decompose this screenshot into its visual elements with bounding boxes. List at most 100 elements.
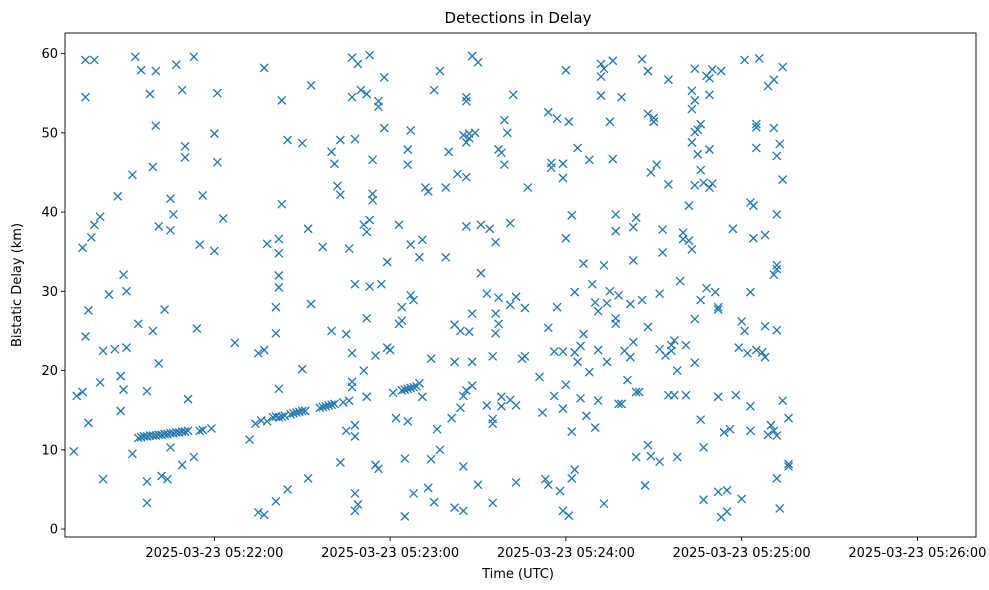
data-point <box>772 264 782 274</box>
data-point <box>751 119 761 129</box>
data-point <box>362 392 372 402</box>
data-point <box>540 474 550 484</box>
data-point <box>655 289 665 299</box>
data-point <box>180 152 190 162</box>
data-point <box>628 337 638 347</box>
data-point <box>341 329 351 339</box>
data-point <box>696 415 706 425</box>
data-point <box>605 286 615 296</box>
data-point <box>520 303 530 313</box>
data-point <box>643 322 653 332</box>
data-point <box>171 60 181 70</box>
data-point <box>271 496 281 506</box>
data-point <box>696 119 706 129</box>
data-point <box>368 195 378 205</box>
data-point <box>212 88 222 98</box>
data-point <box>95 378 105 387</box>
data-point <box>368 155 378 165</box>
data-point <box>69 446 79 456</box>
data-point <box>95 212 105 222</box>
data-point <box>341 426 351 436</box>
plot-background <box>65 33 976 537</box>
data-point <box>453 169 462 179</box>
data-point <box>177 460 187 470</box>
data-point <box>611 319 621 329</box>
data-point <box>350 134 360 144</box>
data-point <box>209 129 219 139</box>
data-point <box>122 343 131 353</box>
data-point <box>441 183 451 192</box>
data-point <box>327 400 337 410</box>
data-point <box>420 183 430 192</box>
data-point <box>163 474 172 484</box>
data-point <box>198 190 208 200</box>
data-point <box>259 345 269 355</box>
data-point <box>365 50 375 60</box>
data-point <box>748 233 758 243</box>
data-point <box>353 500 363 509</box>
data-point <box>274 412 284 422</box>
data-point <box>277 95 287 105</box>
data-point <box>362 227 372 237</box>
data-point <box>371 460 380 470</box>
data-point <box>596 72 606 82</box>
data-point <box>327 147 337 157</box>
data-point <box>461 92 471 102</box>
data-point <box>684 201 694 211</box>
data-point <box>681 340 691 350</box>
data-point <box>119 385 129 395</box>
data-point <box>649 113 659 123</box>
data-point <box>740 55 750 65</box>
data-point <box>538 408 547 418</box>
data-point <box>485 224 495 234</box>
data-point <box>731 390 741 400</box>
data-point <box>165 442 175 452</box>
data-point <box>584 155 594 165</box>
data-point <box>400 511 410 521</box>
data-point <box>142 477 152 486</box>
data-point <box>379 72 389 82</box>
data-point <box>344 244 354 254</box>
data-point <box>558 506 568 516</box>
data-point <box>209 246 219 256</box>
data-point <box>388 388 398 398</box>
data-point <box>89 55 99 65</box>
data-point <box>350 506 360 516</box>
data-point <box>253 348 263 358</box>
data-point <box>347 348 357 358</box>
data-point <box>687 86 697 96</box>
data-point <box>520 351 530 361</box>
data-point <box>482 289 492 299</box>
data-point <box>350 431 360 441</box>
data-point <box>400 454 410 464</box>
data-point <box>491 237 501 247</box>
data-point <box>467 381 477 391</box>
data-point <box>435 445 445 455</box>
data-point <box>511 292 521 302</box>
data-point <box>699 495 709 505</box>
data-point <box>646 168 656 177</box>
data-point <box>259 63 269 73</box>
data-point <box>458 130 468 140</box>
data-point <box>104 290 114 299</box>
y-axis: 0 10 20 30 40 50 60 <box>41 47 65 538</box>
data-point <box>230 338 240 348</box>
data-point <box>596 91 606 101</box>
data-point <box>763 430 773 440</box>
data-point <box>447 413 457 423</box>
data-point <box>353 59 363 69</box>
data-point <box>579 259 588 269</box>
x-axis-label: Time (UTC) <box>481 567 554 582</box>
data-point <box>306 80 316 90</box>
data-point <box>397 302 407 312</box>
data-point <box>332 181 342 191</box>
data-point <box>684 236 694 246</box>
data-point <box>274 248 284 258</box>
data-point <box>145 89 155 99</box>
data-point <box>183 394 193 404</box>
data-point <box>678 228 688 238</box>
data-point <box>212 157 222 167</box>
data-point <box>713 392 723 402</box>
data-point <box>552 302 562 312</box>
